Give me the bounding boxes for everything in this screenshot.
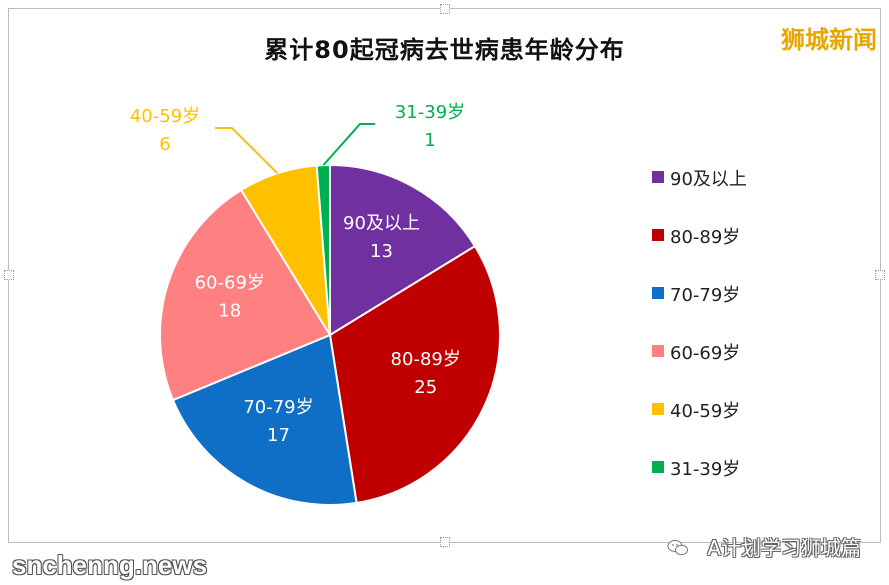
slice-value-3: 17 xyxy=(267,425,290,446)
slice-value-1: 13 xyxy=(370,241,393,262)
legend-label-4: 60-69岁 xyxy=(670,343,741,364)
legend-label-3: 70-79岁 xyxy=(670,285,741,306)
slice-label-5: 40-59岁 xyxy=(130,106,200,127)
legend-label-1: 90及以上 xyxy=(670,169,747,190)
slice-label-2: 80-89岁 xyxy=(391,349,461,370)
slice-value-4: 18 xyxy=(218,300,241,321)
legend-swatch-3 xyxy=(652,287,664,299)
legend-swatch-4 xyxy=(652,345,664,357)
footer-watermark-left: snchenng.news xyxy=(12,550,208,580)
legend-label-5: 40-59岁 xyxy=(670,401,741,422)
wechat-icon xyxy=(667,540,688,556)
legend-label-6: 31-39岁 xyxy=(670,459,741,480)
pie-slice-3 xyxy=(171,333,358,506)
legend-swatch-5 xyxy=(652,403,664,415)
pie-slice-1 xyxy=(329,163,477,337)
slice-value-2: 25 xyxy=(414,377,437,398)
resize-handle-right[interactable] xyxy=(875,270,885,280)
pie-slice-4 xyxy=(159,188,332,402)
resize-handle-left[interactable] xyxy=(4,270,14,280)
legend-label-2: 80-89岁 xyxy=(670,227,741,248)
slice-value-5: 6 xyxy=(159,134,170,155)
footer-watermark-right: A计划学习狮城篇 xyxy=(707,536,861,560)
brand-logo-text: 狮城新闻 xyxy=(781,25,877,54)
resize-handle-bottom[interactable] xyxy=(440,537,450,547)
leader-line-6 xyxy=(322,123,375,166)
legend-swatch-1 xyxy=(652,171,664,183)
slice-label-3: 70-79岁 xyxy=(243,397,313,418)
slice-label-1: 90及以上 xyxy=(343,213,420,234)
legend-swatch-2 xyxy=(652,229,664,241)
pie-slice-2 xyxy=(328,244,501,505)
chart-title: 累计80起冠病去世病患年龄分布 xyxy=(264,36,625,64)
slice-label-6: 31-39岁 xyxy=(395,102,465,123)
slice-value-6: 1 xyxy=(424,130,435,151)
resize-handle-top[interactable] xyxy=(440,4,450,14)
leader-line-5 xyxy=(215,127,279,175)
slice-label-4: 60-69岁 xyxy=(195,272,265,293)
legend-swatch-6 xyxy=(652,461,664,473)
